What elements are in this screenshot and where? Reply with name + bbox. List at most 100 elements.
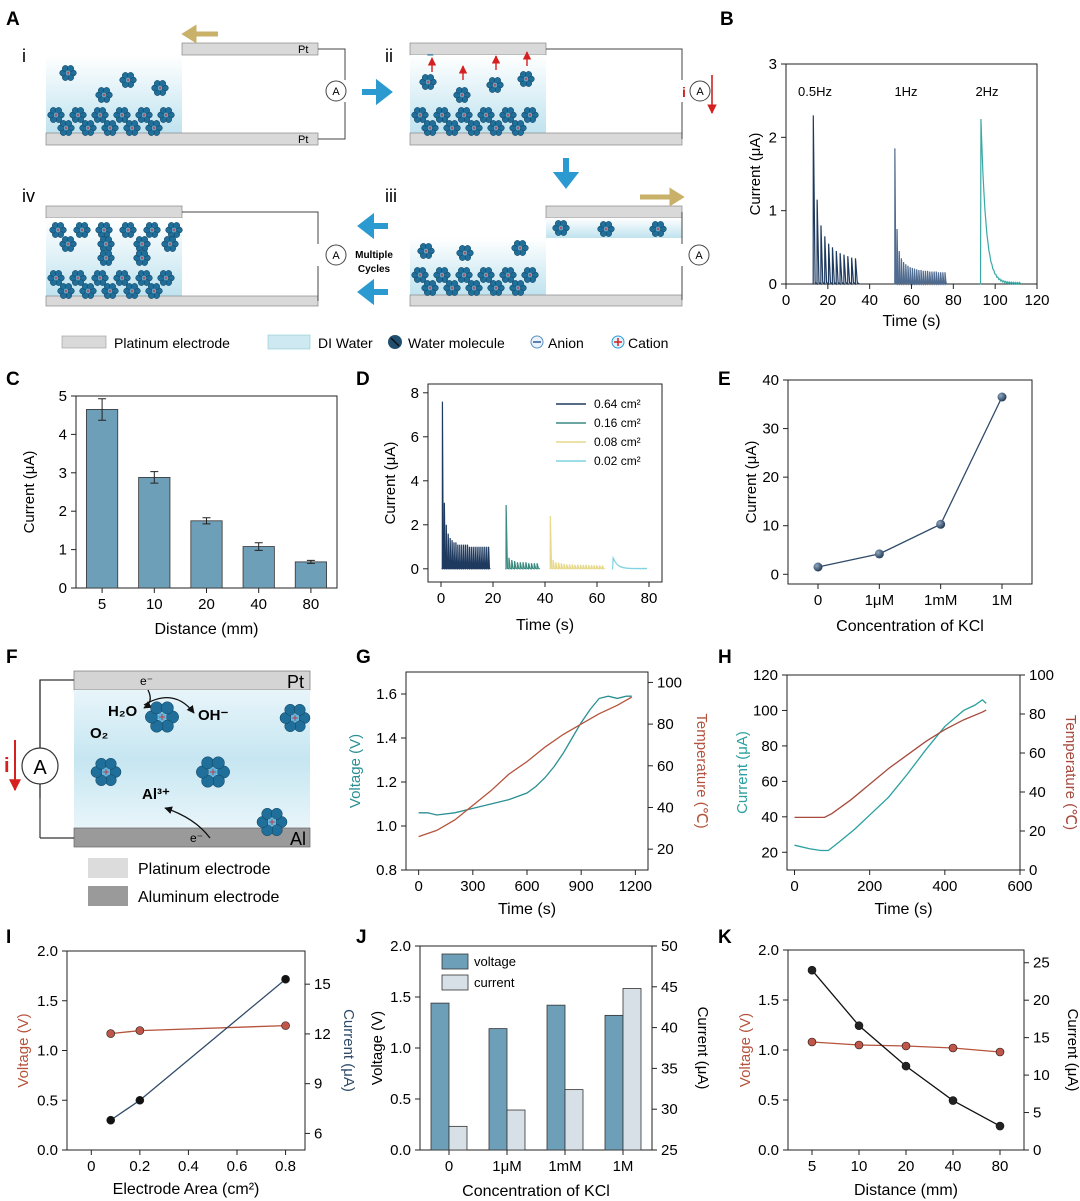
petal xyxy=(473,280,480,287)
cation-sign xyxy=(102,93,106,97)
chart-k: 0.0 0.5 1.0 1.5 2.0 0 5 10 15 20 25 5 10 20 40 80 Distan… xyxy=(737,942,1080,1199)
o2-label: O₂ xyxy=(90,725,108,742)
petal xyxy=(131,283,138,290)
cation-sign xyxy=(142,113,146,117)
petal xyxy=(560,220,567,227)
y2-tick-label: 0 xyxy=(1033,1142,1041,1159)
plot-frame xyxy=(66,950,306,1151)
x-tick-label: 5 xyxy=(98,596,106,613)
y-axis-label: Current (μA) xyxy=(734,731,751,814)
series-line-Temperature xyxy=(418,696,633,838)
water-cluster-icon xyxy=(59,65,77,81)
water-cluster-icon xyxy=(417,243,435,259)
petal xyxy=(169,236,176,243)
water-cluster-icon xyxy=(47,107,65,123)
x-axis-label: Time (s) xyxy=(874,901,932,918)
pt-label: Pt xyxy=(287,672,304,692)
y2-tick-label: 100 xyxy=(1029,667,1054,684)
y-tick-label: 2 xyxy=(59,503,67,520)
x-tick-label: 0.4 xyxy=(178,1158,199,1175)
x-tick-label: 80 xyxy=(945,292,962,309)
y2-axis-label: Current (μA) xyxy=(694,1007,711,1090)
x-tick-label: 120 xyxy=(1024,292,1049,309)
series-line xyxy=(817,396,1003,568)
reaction-arrow-icon xyxy=(143,689,153,709)
error-bar xyxy=(306,559,315,564)
legend-label: 0.08 cm² xyxy=(594,435,641,449)
cation-sign xyxy=(150,228,154,232)
x-tick-label: 1mM xyxy=(548,1158,581,1175)
water-cluster-icon xyxy=(517,71,535,87)
y2-tick-label: 9 xyxy=(314,1076,322,1093)
cation-sign xyxy=(450,126,454,130)
error-bar xyxy=(98,398,107,421)
petal xyxy=(121,107,128,114)
y-tick-label: 4 xyxy=(411,473,419,490)
cation-sign xyxy=(450,286,454,290)
panel-letter-j: J xyxy=(356,927,367,948)
al3-label: Al³⁺ xyxy=(142,786,170,803)
water-cluster-icon xyxy=(499,267,517,283)
cation-sign xyxy=(462,113,466,117)
petal xyxy=(529,107,536,114)
panel-letter-d: D xyxy=(356,369,370,390)
x-tick-label: 0.8 xyxy=(275,1158,296,1175)
pt-electrode xyxy=(73,670,311,691)
petal xyxy=(429,120,436,127)
water-cluster-icon xyxy=(145,701,179,733)
panel-letter-i: I xyxy=(6,927,11,948)
legend-label: Cation xyxy=(628,335,668,351)
water-cluster-icon xyxy=(279,703,311,733)
water-cluster-icon xyxy=(456,245,474,261)
y-tick-label: 6 xyxy=(411,429,419,446)
h2o-label: H₂O xyxy=(108,703,137,720)
chart-g: 0 300 600 900 1200 0.8 1.0 1.2 1.4 1.6 20 40 60 80 100… xyxy=(347,671,710,918)
water-cluster-icon xyxy=(433,107,451,123)
water-cluster-icon xyxy=(97,250,115,266)
petal xyxy=(494,77,501,84)
chart-j: 0.0 0.5 1.0 1.5 2.0 25 30 35 40 45 50 0 1μM 1mM 1M volt… xyxy=(369,938,711,1200)
petal xyxy=(419,107,426,114)
data-point xyxy=(995,1047,1005,1057)
y2-tick-label: 12 xyxy=(314,1026,331,1043)
water-cluster-icon xyxy=(165,222,183,238)
water-cluster-icon xyxy=(97,236,115,252)
bar-voltage xyxy=(430,1002,450,1151)
water-cluster-icon xyxy=(79,120,97,136)
cation-sign xyxy=(418,273,422,277)
y2-tick-label: 40 xyxy=(661,1020,678,1037)
petal xyxy=(441,267,448,274)
flow-arrow-icon xyxy=(362,78,393,106)
water-cluster-icon xyxy=(113,107,131,123)
data-point xyxy=(854,1040,864,1050)
y-tick-label: 0.0 xyxy=(390,1142,411,1159)
petal xyxy=(463,107,470,114)
cation-sign xyxy=(656,227,660,231)
water-cluster-icon xyxy=(433,267,451,283)
water-cluster-icon xyxy=(91,270,109,286)
electrode-swatch xyxy=(61,335,107,349)
y-tick-label: 120 xyxy=(753,667,778,684)
petal xyxy=(657,221,664,228)
y2-axis-label: Current (μA) xyxy=(1064,1009,1080,1092)
plot-frame xyxy=(786,674,1021,871)
legend-label: 0.16 cm² xyxy=(594,416,641,430)
bar xyxy=(242,546,275,589)
water-cluster-icon xyxy=(552,220,570,236)
panel-letter-h: H xyxy=(718,647,732,668)
legend-swatch xyxy=(441,974,469,991)
data-point xyxy=(135,1095,145,1105)
reaction-arrow-icon xyxy=(164,806,211,839)
ammeter-icon xyxy=(325,80,347,102)
cation-sign xyxy=(424,249,428,253)
cation-sign xyxy=(484,113,488,117)
data-point xyxy=(813,562,823,572)
x-tick-label: 60 xyxy=(903,292,920,309)
petal xyxy=(160,701,174,715)
cation-sign xyxy=(126,78,130,82)
petal xyxy=(127,222,134,229)
bar-voltage xyxy=(546,1004,566,1151)
step-iv-cell: A iv xyxy=(22,186,347,307)
water-cluster-icon xyxy=(511,240,529,256)
